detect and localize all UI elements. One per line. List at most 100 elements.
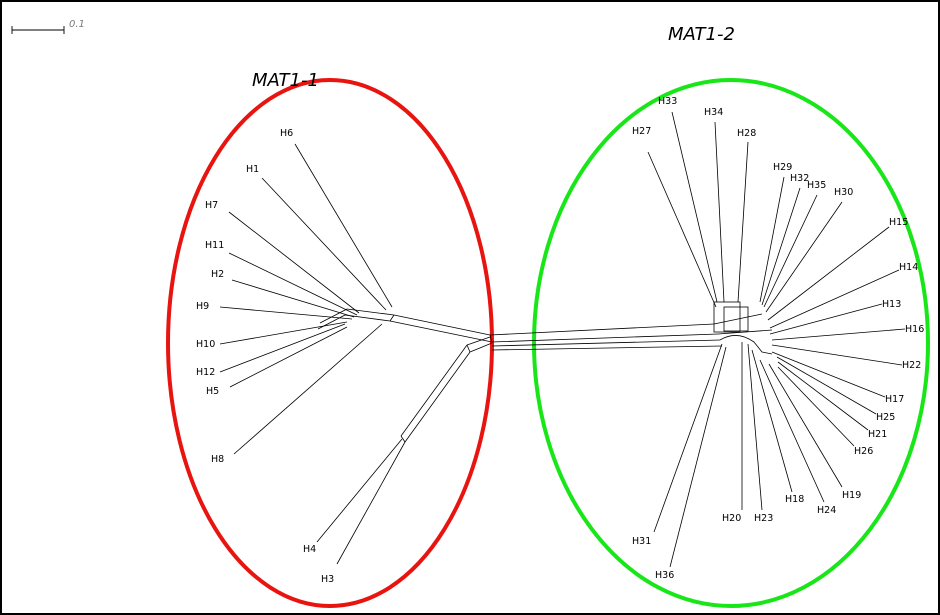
label-h8: H8 [211, 454, 224, 465]
scale-bar-label: 0.1 [69, 19, 85, 30]
branch-h35 [763, 194, 818, 308]
label-h18: H18 [785, 494, 804, 505]
branch-h10 [219, 321, 348, 345]
branch-h11 [228, 252, 358, 316]
label-h36: H36 [655, 570, 674, 581]
label-h9: H9 [196, 301, 209, 312]
branch-h19 [768, 363, 843, 488]
branch-h34 [714, 121, 725, 303]
label-h29: H29 [773, 162, 792, 173]
branch-h28 [737, 141, 749, 303]
branch-h29 [759, 176, 785, 303]
branch-h22 [771, 344, 903, 366]
label-h6: H6 [280, 128, 293, 139]
central-branch [389, 314, 395, 322]
branch-h3-h4 [466, 344, 471, 353]
branch-h4 [316, 438, 403, 543]
left-node-edge [346, 308, 395, 316]
label-h23: H23 [754, 513, 773, 524]
label-h4: H4 [303, 544, 316, 555]
label-h13: H13 [882, 299, 901, 310]
branch-h31 [653, 343, 723, 533]
branch-h15 [767, 226, 890, 321]
label-h1: H1 [246, 164, 259, 175]
branch-h1 [261, 177, 387, 311]
branch-h3-h4 [469, 342, 493, 353]
label-h7: H7 [205, 200, 218, 211]
branch-h3-h4 [404, 351, 471, 443]
branch-h3-h4 [466, 336, 491, 346]
label-h16: H16 [905, 324, 924, 335]
label-h28: H28 [737, 128, 756, 139]
central-branch [491, 345, 723, 351]
branch-h26 [777, 366, 855, 447]
label-h3: H3 [321, 574, 334, 585]
label-h15: H15 [889, 217, 908, 228]
branch-h5 [229, 326, 348, 388]
label-h27: H27 [632, 126, 651, 137]
central-branch [491, 333, 719, 343]
left-node-edge [319, 308, 348, 324]
central-branch [489, 323, 715, 336]
label-h24: H24 [817, 505, 836, 516]
branch-h14 [769, 269, 900, 329]
label-h20: H20 [722, 513, 741, 524]
branch-h2 [231, 279, 355, 318]
branch-h27 [647, 151, 717, 308]
right-node-edge [713, 313, 763, 325]
label-h25: H25 [876, 412, 895, 423]
central-branch [489, 334, 493, 343]
branch-h32 [761, 187, 801, 306]
branch-h18 [751, 349, 793, 493]
branch-h21 [777, 361, 869, 431]
branch-h7 [228, 211, 360, 314]
right-node-box [713, 301, 741, 333]
label-h26: H26 [854, 446, 873, 457]
label-h19: H19 [842, 490, 861, 501]
left-node-edge [344, 314, 391, 322]
label-h10: H10 [196, 339, 215, 350]
branch-h3 [336, 441, 406, 565]
branch-h8 [233, 323, 383, 455]
branch-h36 [669, 346, 727, 568]
branch-h17 [771, 351, 886, 398]
label-h22: H22 [902, 360, 921, 371]
label-h12: H12 [196, 367, 215, 378]
branch-h33 [671, 111, 718, 303]
ellipse-mat1-1 [166, 78, 494, 608]
branch-h25 [776, 356, 877, 415]
branch-h30 [765, 201, 843, 313]
label-h35: H35 [807, 180, 826, 191]
branch-h9 [219, 306, 353, 320]
right-node-edge [717, 329, 773, 335]
central-branch [389, 320, 493, 343]
label-h31: H31 [632, 536, 651, 547]
group-label-mat1-1: MAT1-1 [252, 70, 319, 91]
branch-h3-h4 [400, 344, 468, 437]
label-h32: H32 [790, 173, 809, 184]
central-branch [393, 314, 491, 336]
label-h17: H17 [885, 394, 904, 405]
ellipse-mat1-2 [532, 78, 930, 608]
label-h30: H30 [834, 187, 853, 198]
label-h34: H34 [704, 107, 723, 118]
branch-h13 [769, 303, 883, 335]
branch-h12 [219, 323, 346, 373]
label-h14: H14 [899, 262, 918, 273]
branch-h23 [747, 343, 763, 511]
group-label-mat1-2: MAT1-2 [668, 24, 735, 45]
branch-h6 [294, 143, 393, 308]
right-node-box [723, 306, 749, 332]
label-h33: H33 [658, 96, 677, 107]
branch-h16 [771, 328, 906, 341]
label-h5: H5 [206, 386, 219, 397]
label-h21: H21 [868, 429, 887, 440]
branch-h3-h4 [400, 435, 406, 443]
label-h11: H11 [205, 240, 224, 251]
central-branch [491, 339, 721, 347]
right-node-edge [719, 335, 773, 355]
branch-h24 [759, 359, 825, 503]
label-h2: H2 [211, 269, 224, 280]
